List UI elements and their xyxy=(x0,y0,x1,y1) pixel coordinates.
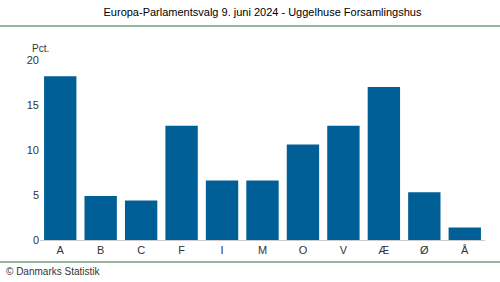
svg-text:V: V xyxy=(340,244,348,256)
svg-text:0: 0 xyxy=(33,234,39,246)
svg-text:B: B xyxy=(97,244,104,256)
svg-text:M: M xyxy=(258,244,267,256)
svg-text:O: O xyxy=(299,244,308,256)
svg-text:20: 20 xyxy=(27,54,39,66)
svg-text:I: I xyxy=(221,244,224,256)
svg-text:C: C xyxy=(137,244,145,256)
svg-text:A: A xyxy=(57,244,65,256)
svg-text:Æ: Æ xyxy=(378,244,389,256)
svg-text:Pct.: Pct. xyxy=(32,43,49,54)
svg-text:F: F xyxy=(178,244,185,256)
svg-text:15: 15 xyxy=(27,99,39,111)
svg-text:5: 5 xyxy=(33,189,39,201)
svg-text:© Danmarks Statistik: © Danmarks Statistik xyxy=(6,266,101,277)
svg-text:10: 10 xyxy=(27,144,39,156)
svg-text:Ø: Ø xyxy=(420,244,429,256)
svg-text:Europa-Parlamentsvalg 9. juni: Europa-Parlamentsvalg 9. juni 2024 - Ugg… xyxy=(104,6,422,18)
svg-text:Å: Å xyxy=(461,244,469,256)
